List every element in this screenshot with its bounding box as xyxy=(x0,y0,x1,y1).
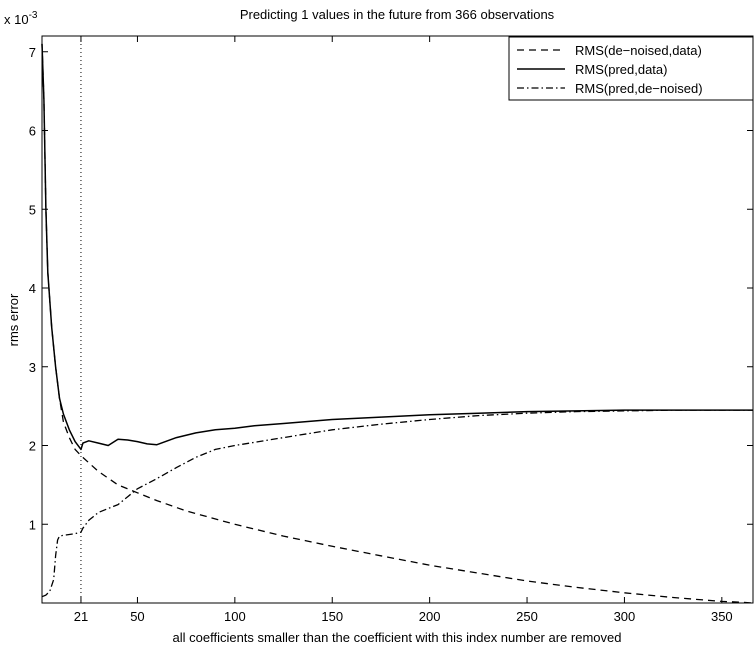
y-tick-label: 2 xyxy=(29,439,36,454)
plot-area: 21 50 100 150 200 250 300 350 1 2 3 4 5 6 7 xyxy=(29,35,754,624)
x-tick-label: 250 xyxy=(516,609,538,624)
y-tick-label: 7 xyxy=(29,45,36,60)
axes-box xyxy=(41,35,754,604)
legend-label-pred-denoised: RMS(pred,de−noised) xyxy=(575,81,703,96)
x-tick-label: 350 xyxy=(711,609,733,624)
series-line-pred-denoised xyxy=(41,409,753,598)
x-tick-label: 50 xyxy=(130,609,144,624)
x-axis-label: all coefficients smaller than the coeffi… xyxy=(173,630,622,645)
y-tick-label: 6 xyxy=(29,124,36,139)
legend-label-pred-data: RMS(pred,data) xyxy=(575,62,667,77)
y-axis-label: rms error xyxy=(6,293,21,346)
x-tick-label: 21 xyxy=(74,609,88,624)
x-tick-label: 150 xyxy=(321,609,343,624)
chart-title: Predicting 1 values in the future from 3… xyxy=(240,7,555,22)
y-tick-label: 4 xyxy=(29,281,36,296)
x-tick-label: 300 xyxy=(614,609,636,624)
y-tick-label: 5 xyxy=(29,202,36,217)
x-tick-label: 100 xyxy=(224,609,246,624)
y-exponent-label: x 10-3 xyxy=(4,10,38,27)
legend: RMS(de−noised,data) RMS(pred,data) RMS(p… xyxy=(508,36,754,101)
y-exponent-power: -3 xyxy=(29,10,38,21)
y-tick-label: 3 xyxy=(29,360,36,375)
legend-label-denoised-data: RMS(de−noised,data) xyxy=(575,43,702,58)
x-tick-label: 200 xyxy=(419,609,441,624)
y-tick-label: 1 xyxy=(29,517,36,532)
y-exponent-base: x 10 xyxy=(4,12,29,27)
series-line-pred-data xyxy=(41,43,753,451)
